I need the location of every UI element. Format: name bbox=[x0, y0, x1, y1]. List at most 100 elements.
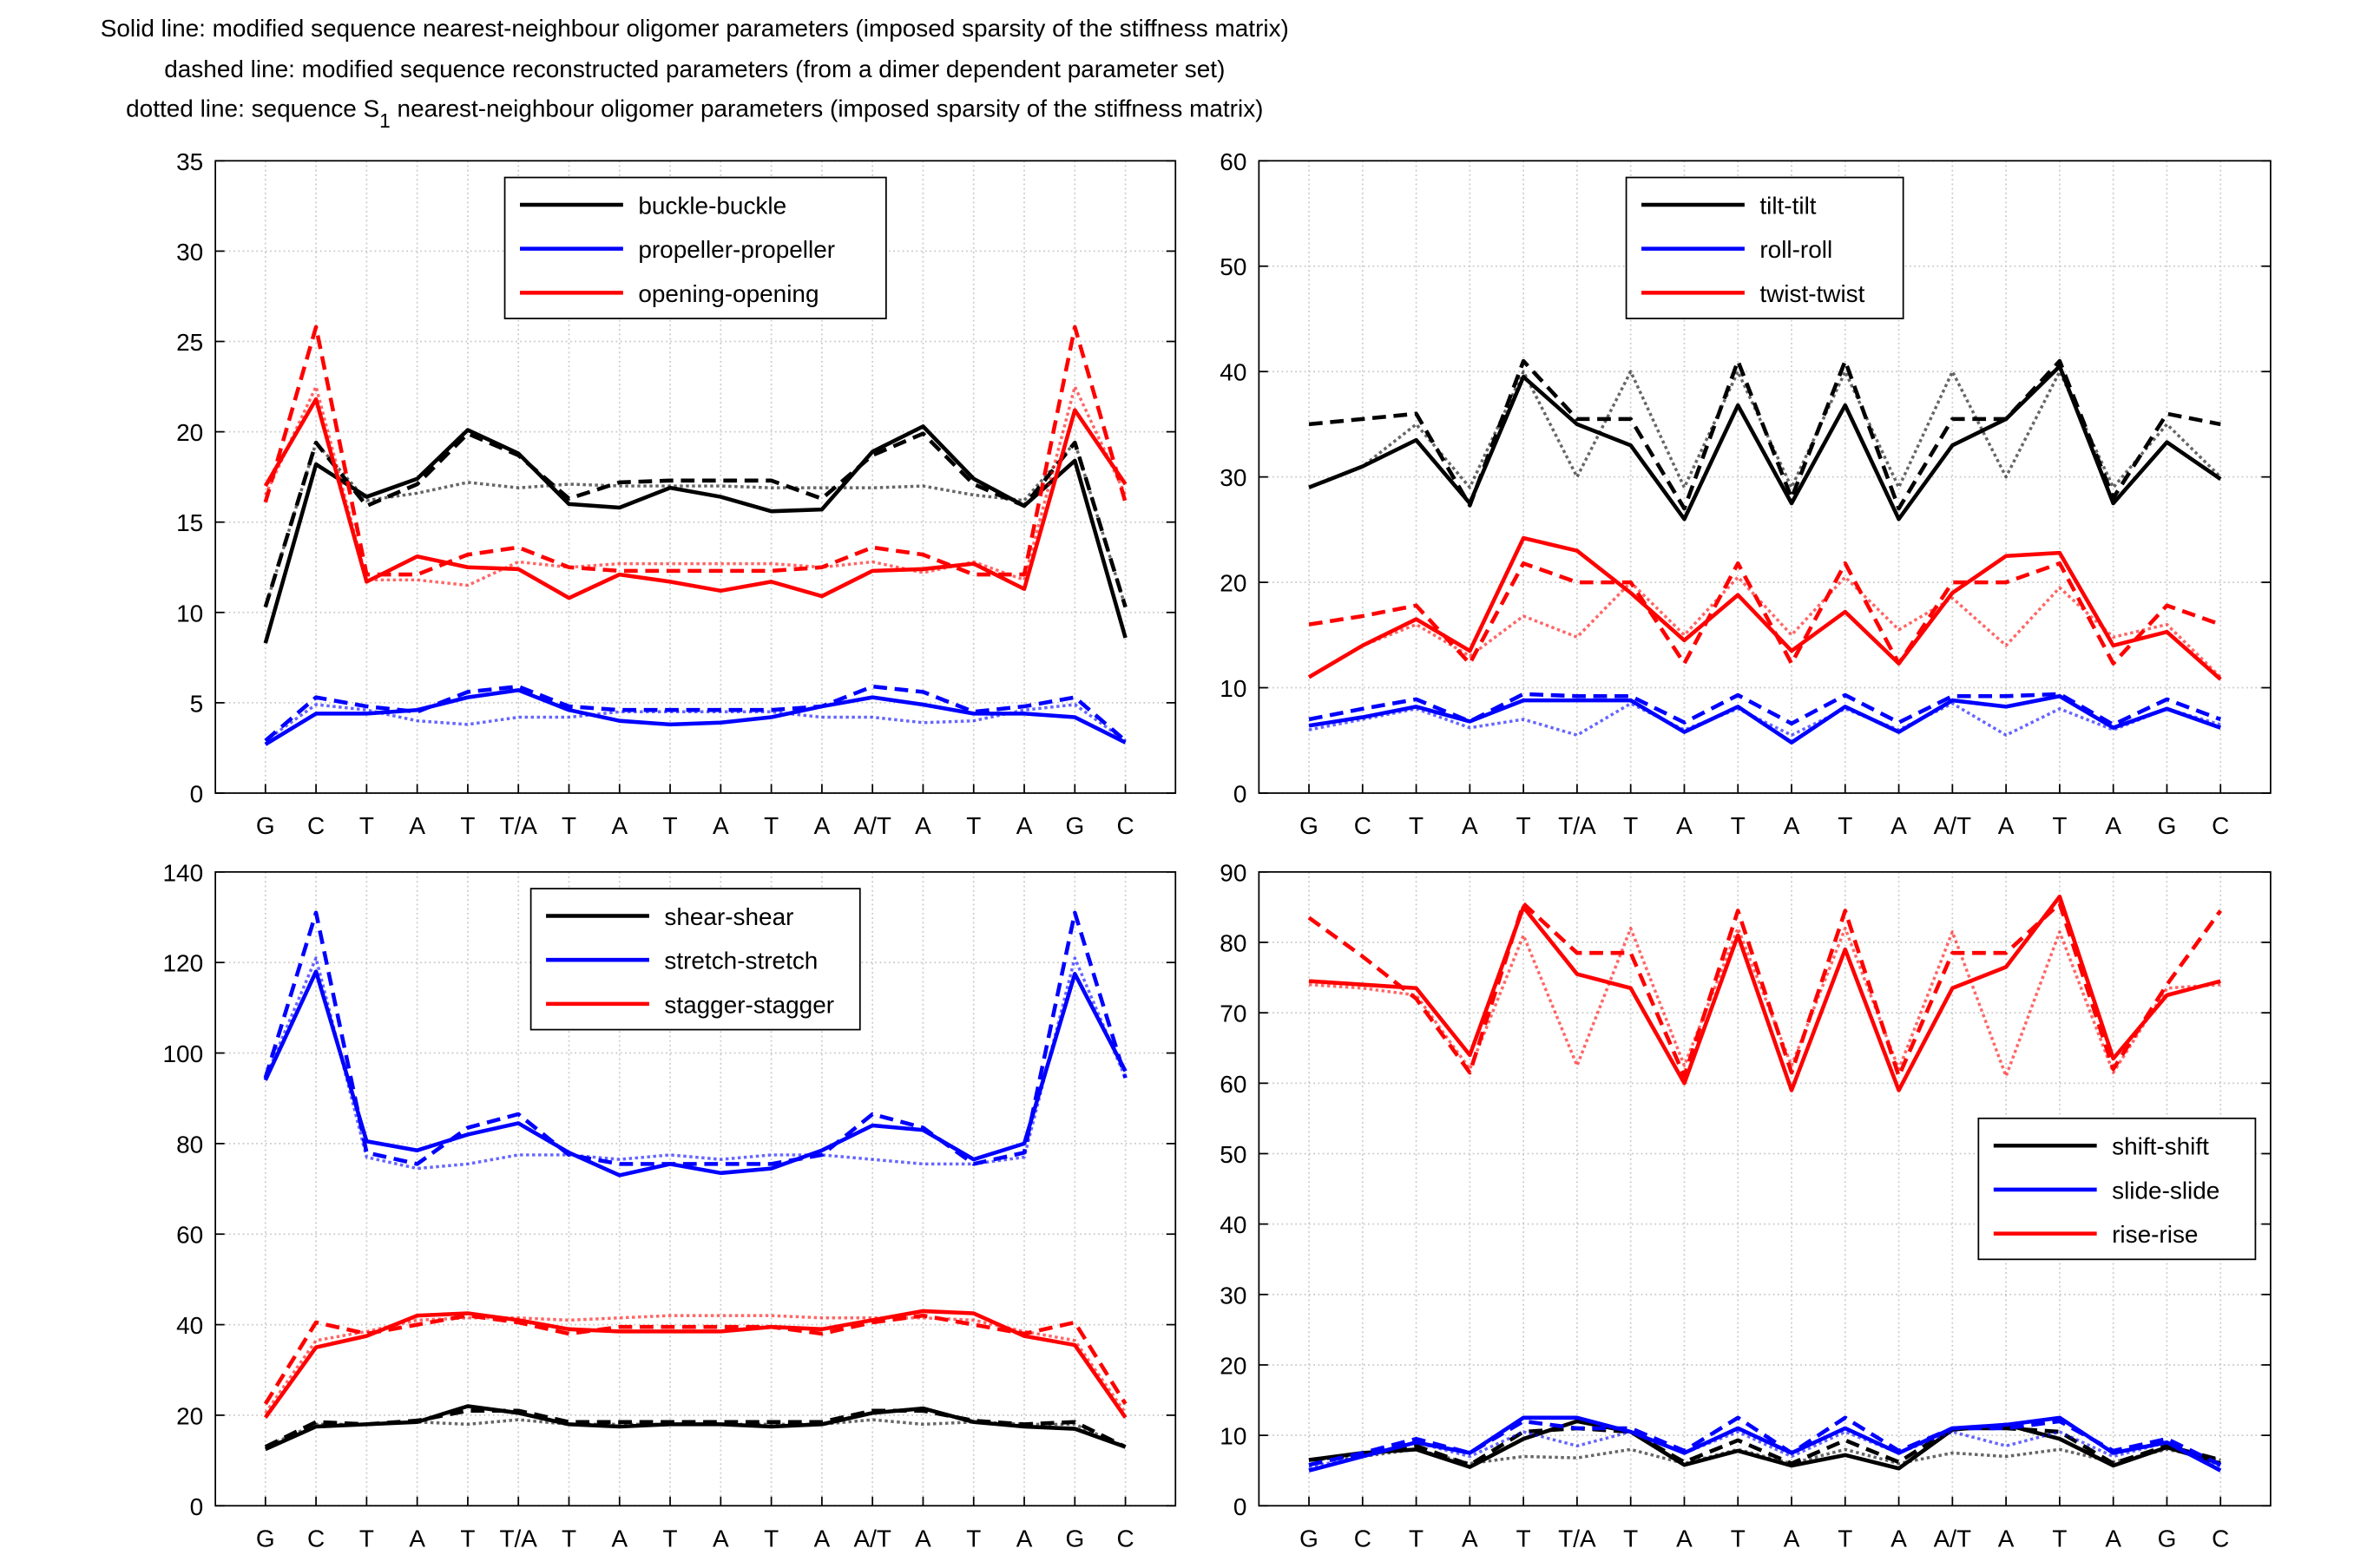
legend-label: roll-roll bbox=[1759, 236, 1832, 263]
x-tick-label: A/T bbox=[1934, 812, 1971, 839]
x-tick-label: T bbox=[1409, 1525, 1424, 1552]
data-line bbox=[1307, 902, 2223, 1079]
legend-label: opening-opening bbox=[638, 280, 819, 307]
x-tick-label: A bbox=[1998, 1525, 2015, 1552]
y-tick-label: 20 bbox=[1220, 570, 1246, 597]
x-tick-label: G bbox=[1299, 1525, 1318, 1552]
x-tick-label: T bbox=[562, 812, 576, 839]
y-tick-label: 10 bbox=[176, 600, 203, 627]
x-tick-label: G bbox=[256, 1525, 275, 1552]
x-tick-label: T bbox=[1731, 812, 1746, 839]
x-tick-label: T bbox=[764, 1525, 779, 1552]
y-tick-label: 20 bbox=[176, 419, 203, 446]
data-line bbox=[264, 441, 1128, 608]
panel: G C T A T T/A T A T A T A A/T A T A G C 0 10 20 30 40 50 60 tilt-… bbox=[1220, 148, 2272, 839]
y-tick-label: 20 bbox=[176, 1402, 203, 1429]
legend-label: propeller-propeller bbox=[638, 236, 835, 263]
data-line bbox=[263, 1309, 1128, 1419]
title-line: dashed line: modified sequence reconstru… bbox=[164, 56, 1225, 82]
plot-frame bbox=[214, 870, 1177, 1507]
x-tick-label: G bbox=[256, 812, 275, 839]
y-tick-label: 100 bbox=[163, 1040, 204, 1067]
plot-frame bbox=[214, 160, 1177, 794]
x-tick-label: T bbox=[1731, 1525, 1746, 1552]
y-tick-label: 50 bbox=[1220, 1141, 1246, 1168]
x-tick-label: T bbox=[359, 812, 374, 839]
data-line bbox=[263, 1313, 1128, 1406]
y-tick-label: 80 bbox=[176, 1131, 203, 1158]
plot-frame bbox=[1258, 160, 2272, 794]
x-tick-label: T bbox=[663, 1525, 678, 1552]
x-tick-label: T bbox=[562, 1525, 576, 1552]
title-line: dotted line: sequence S1 nearest-neighbo… bbox=[126, 95, 1263, 132]
y-tick-label: 0 bbox=[1233, 780, 1247, 807]
x-tick-label: A bbox=[1784, 1525, 1800, 1552]
x-tick-label: T bbox=[966, 812, 981, 839]
x-tick-label: A bbox=[1462, 1525, 1478, 1552]
data-line bbox=[1308, 1426, 2221, 1467]
legend-label: buckle-buckle bbox=[638, 192, 786, 219]
x-tick-label: T bbox=[2052, 1525, 2067, 1552]
x-tick-label: T bbox=[2052, 812, 2067, 839]
x-tick-label: T bbox=[1838, 1525, 1852, 1552]
y-tick-label: 10 bbox=[1220, 1423, 1246, 1450]
data-line bbox=[263, 969, 1128, 1178]
x-tick-label: A bbox=[1462, 812, 1478, 839]
title-subscript: 1 bbox=[379, 109, 391, 132]
y-tick-label: 40 bbox=[1220, 359, 1246, 386]
data-line bbox=[1308, 575, 2222, 679]
x-tick-label: A bbox=[1784, 812, 1800, 839]
x-tick-label: C bbox=[1354, 812, 1371, 839]
x-tick-label: C bbox=[1354, 1525, 1371, 1552]
x-tick-label: A bbox=[1016, 812, 1033, 839]
x-tick-label: C bbox=[307, 812, 325, 839]
y-tick-label: 0 bbox=[1233, 1493, 1247, 1520]
data-line bbox=[263, 431, 1128, 608]
data-line bbox=[264, 1314, 1128, 1414]
x-tick-label: A bbox=[1676, 812, 1693, 839]
x-tick-label: A bbox=[2105, 812, 2121, 839]
y-tick-label: 30 bbox=[176, 239, 203, 266]
x-tick-label: A bbox=[409, 1525, 425, 1552]
x-tick-label: C bbox=[1116, 1525, 1134, 1552]
x-tick-label: T/A bbox=[499, 812, 537, 839]
x-tick-label: A bbox=[2105, 1525, 2121, 1552]
y-tick-label: 90 bbox=[1220, 859, 1246, 886]
x-tick-label: G bbox=[1299, 812, 1318, 839]
y-tick-label: 40 bbox=[1220, 1211, 1246, 1238]
y-tick-label: 60 bbox=[1220, 1071, 1246, 1098]
legend: shear-shear stretch-stretch stagger-stagge… bbox=[529, 888, 861, 1031]
x-tick-label: A bbox=[915, 1525, 931, 1552]
x-tick-label: T bbox=[1516, 1525, 1531, 1552]
x-tick-label: G bbox=[1065, 812, 1084, 839]
y-tick-label: 0 bbox=[190, 1493, 204, 1520]
x-tick-label: G bbox=[2158, 812, 2177, 839]
data-line bbox=[264, 688, 1127, 746]
y-tick-label: 120 bbox=[163, 950, 204, 977]
x-tick-label: T/A bbox=[499, 1525, 537, 1552]
legend: tilt-tilt roll-roll twist-twist bbox=[1625, 176, 1904, 319]
data-line bbox=[1308, 561, 2221, 666]
x-tick-label: T bbox=[663, 812, 678, 839]
x-tick-label: T bbox=[1516, 812, 1531, 839]
data-line bbox=[1308, 364, 2222, 522]
x-tick-label: A bbox=[713, 1525, 729, 1552]
y-tick-label: 20 bbox=[1220, 1352, 1246, 1379]
legend-label: rise-rise bbox=[2112, 1221, 2198, 1248]
x-tick-label: G bbox=[2158, 1525, 2177, 1552]
data-line bbox=[263, 397, 1128, 600]
x-tick-label: G bbox=[1065, 1525, 1084, 1552]
x-tick-label: A bbox=[1016, 1525, 1033, 1552]
data-line bbox=[263, 910, 1128, 1166]
y-tick-label: 60 bbox=[176, 1222, 203, 1249]
data-line bbox=[1308, 1430, 2221, 1469]
title-text: dotted line: sequence S bbox=[126, 95, 379, 122]
y-tick-label: 140 bbox=[163, 859, 204, 886]
plot-frame bbox=[1258, 870, 2272, 1507]
data-line bbox=[264, 1404, 1127, 1452]
x-tick-label: A bbox=[1890, 812, 1907, 839]
x-tick-label: A bbox=[1890, 1525, 1907, 1552]
x-tick-label: A/T bbox=[853, 812, 891, 839]
data-line bbox=[1307, 535, 2222, 681]
